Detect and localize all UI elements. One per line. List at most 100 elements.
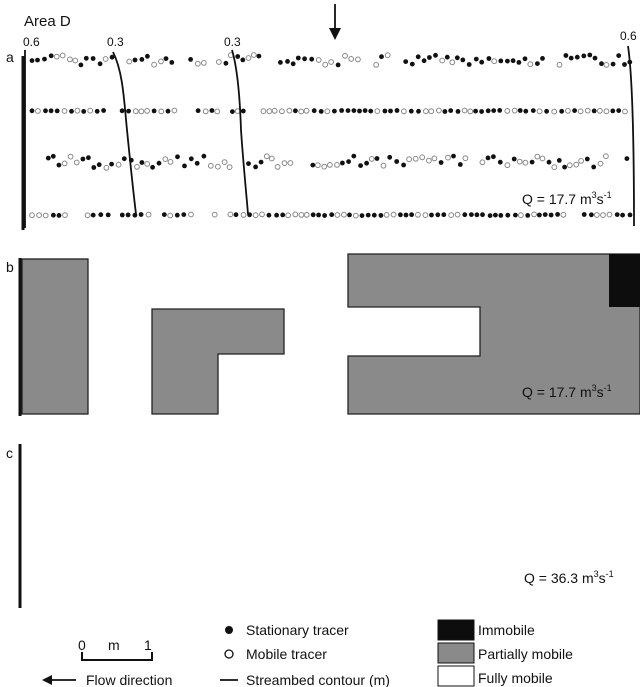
mobile-tracer	[74, 107, 81, 114]
stationary-tracer	[201, 153, 207, 159]
stationary-tracer	[368, 108, 374, 114]
mobile-tracer	[260, 108, 267, 115]
mobile-tracer	[551, 108, 558, 115]
legend-stationary-marker	[225, 626, 233, 634]
mobile-tracer	[144, 161, 151, 167]
stationary-tracer	[562, 164, 567, 170]
stationary-tracer	[574, 54, 580, 60]
mobile-tracer	[573, 161, 580, 168]
stationary-tracer	[169, 60, 175, 65]
mobile-tracer	[145, 211, 152, 218]
stationary-tracer	[311, 108, 317, 114]
stationary-tracer	[329, 212, 335, 218]
scale-bar-start: 0	[78, 637, 86, 653]
legend-stationary-label: Stationary tracer	[246, 622, 349, 638]
flow-direction-label: Flow direction	[86, 672, 172, 687]
panel-c-discharge: Q = 36.3 m3s-1	[524, 569, 614, 586]
stationary-tracer	[119, 212, 125, 218]
stationary-tracer	[438, 160, 444, 165]
mobile-tracer	[518, 212, 524, 219]
stationary-tracer	[581, 212, 587, 217]
stationary-tracer	[498, 213, 504, 218]
mobile-tracer	[214, 108, 221, 115]
stationary-tracer	[351, 153, 357, 159]
mobile-tracer	[551, 164, 558, 171]
stationary-tracer	[403, 212, 409, 218]
mobile-tracer	[428, 108, 435, 115]
mobile-tracer	[263, 153, 270, 160]
stationary-tracer	[302, 56, 307, 62]
stationary-tracer	[340, 160, 345, 166]
mobile-tracer	[227, 211, 234, 218]
mobile-tracer	[531, 211, 537, 218]
legend-contour-label: Streambed contour (m)	[246, 672, 390, 687]
stationary-tracer	[485, 108, 491, 114]
mobile-tracer	[504, 108, 511, 114]
stationary-tracer	[451, 153, 456, 159]
stationary-tracer	[91, 165, 97, 170]
mobile-tracer	[87, 107, 94, 114]
mobile-tracer	[445, 154, 451, 161]
mobile-tracer	[327, 162, 333, 168]
mobile-tracer	[216, 59, 222, 65]
stationary-tracer	[540, 56, 545, 61]
stationary-tracer	[322, 213, 327, 218]
stationary-tracer	[145, 53, 150, 59]
stationary-tracer	[480, 212, 485, 218]
stationary-tracer	[592, 55, 598, 61]
stationary-tracer	[469, 212, 474, 218]
stationary-tracer	[535, 61, 540, 66]
stationary-tracer	[97, 61, 103, 67]
mobile-tracer	[348, 56, 355, 62]
stationary-tracer	[442, 109, 448, 114]
mobile-tracer	[252, 212, 259, 219]
stationary-tracer	[485, 155, 491, 161]
mobile-tracer	[606, 211, 613, 218]
legend-fully-swatch	[437, 665, 475, 687]
stationary-tracer	[90, 56, 96, 61]
stationary-tracer	[530, 108, 536, 113]
mobile-tracer	[511, 107, 518, 114]
stationary-tracer	[358, 163, 363, 169]
mobile-tracer	[42, 212, 49, 219]
stationary-tracer	[401, 162, 406, 168]
stationary-tracer	[339, 108, 344, 113]
stationary-tracer	[616, 108, 622, 113]
mobile-tracer	[303, 107, 310, 114]
panel-c-letter: c	[6, 445, 13, 461]
mobile-tracer	[380, 162, 387, 169]
stationary-tracer	[121, 156, 127, 162]
mobile-tracer	[412, 155, 419, 162]
stationary-tracer	[290, 61, 296, 67]
stationary-tracer	[35, 57, 40, 63]
stationary-tracer	[374, 156, 380, 161]
stationary-tracer	[195, 108, 201, 114]
stationary-tracer	[462, 212, 468, 218]
stationary-tracer	[379, 54, 384, 60]
stationary-tracer	[544, 108, 549, 114]
stationary-tracer	[223, 60, 229, 66]
partially-mobile-zone-center	[151, 308, 285, 415]
contour-label-left: 0.6	[23, 35, 40, 49]
stationary-tracer	[235, 54, 241, 59]
mobile-tracer	[194, 60, 201, 67]
mobile-tracer	[315, 57, 322, 63]
stationary-tracer	[479, 59, 485, 65]
stationary-tracer	[525, 213, 531, 218]
contour-line-0-3-a	[112, 51, 137, 215]
legend-mobile-marker	[224, 649, 234, 659]
mobile-tracer	[462, 155, 469, 162]
stationary-tracer	[230, 109, 235, 114]
stationary-tracer	[591, 108, 597, 114]
stationary-tracer	[29, 58, 35, 63]
mobile-tracer	[577, 108, 584, 115]
partially-mobile-zone-right	[347, 253, 640, 415]
stationary-tracer	[310, 162, 316, 168]
stationary-tracer	[295, 55, 301, 61]
mobile-tracer	[207, 162, 214, 169]
tracer-points	[29, 52, 633, 219]
mobile-tracer	[266, 108, 273, 115]
mobile-tracer	[298, 212, 305, 218]
legend-immobile-swatch	[437, 619, 475, 641]
stationary-tracer	[416, 108, 421, 114]
